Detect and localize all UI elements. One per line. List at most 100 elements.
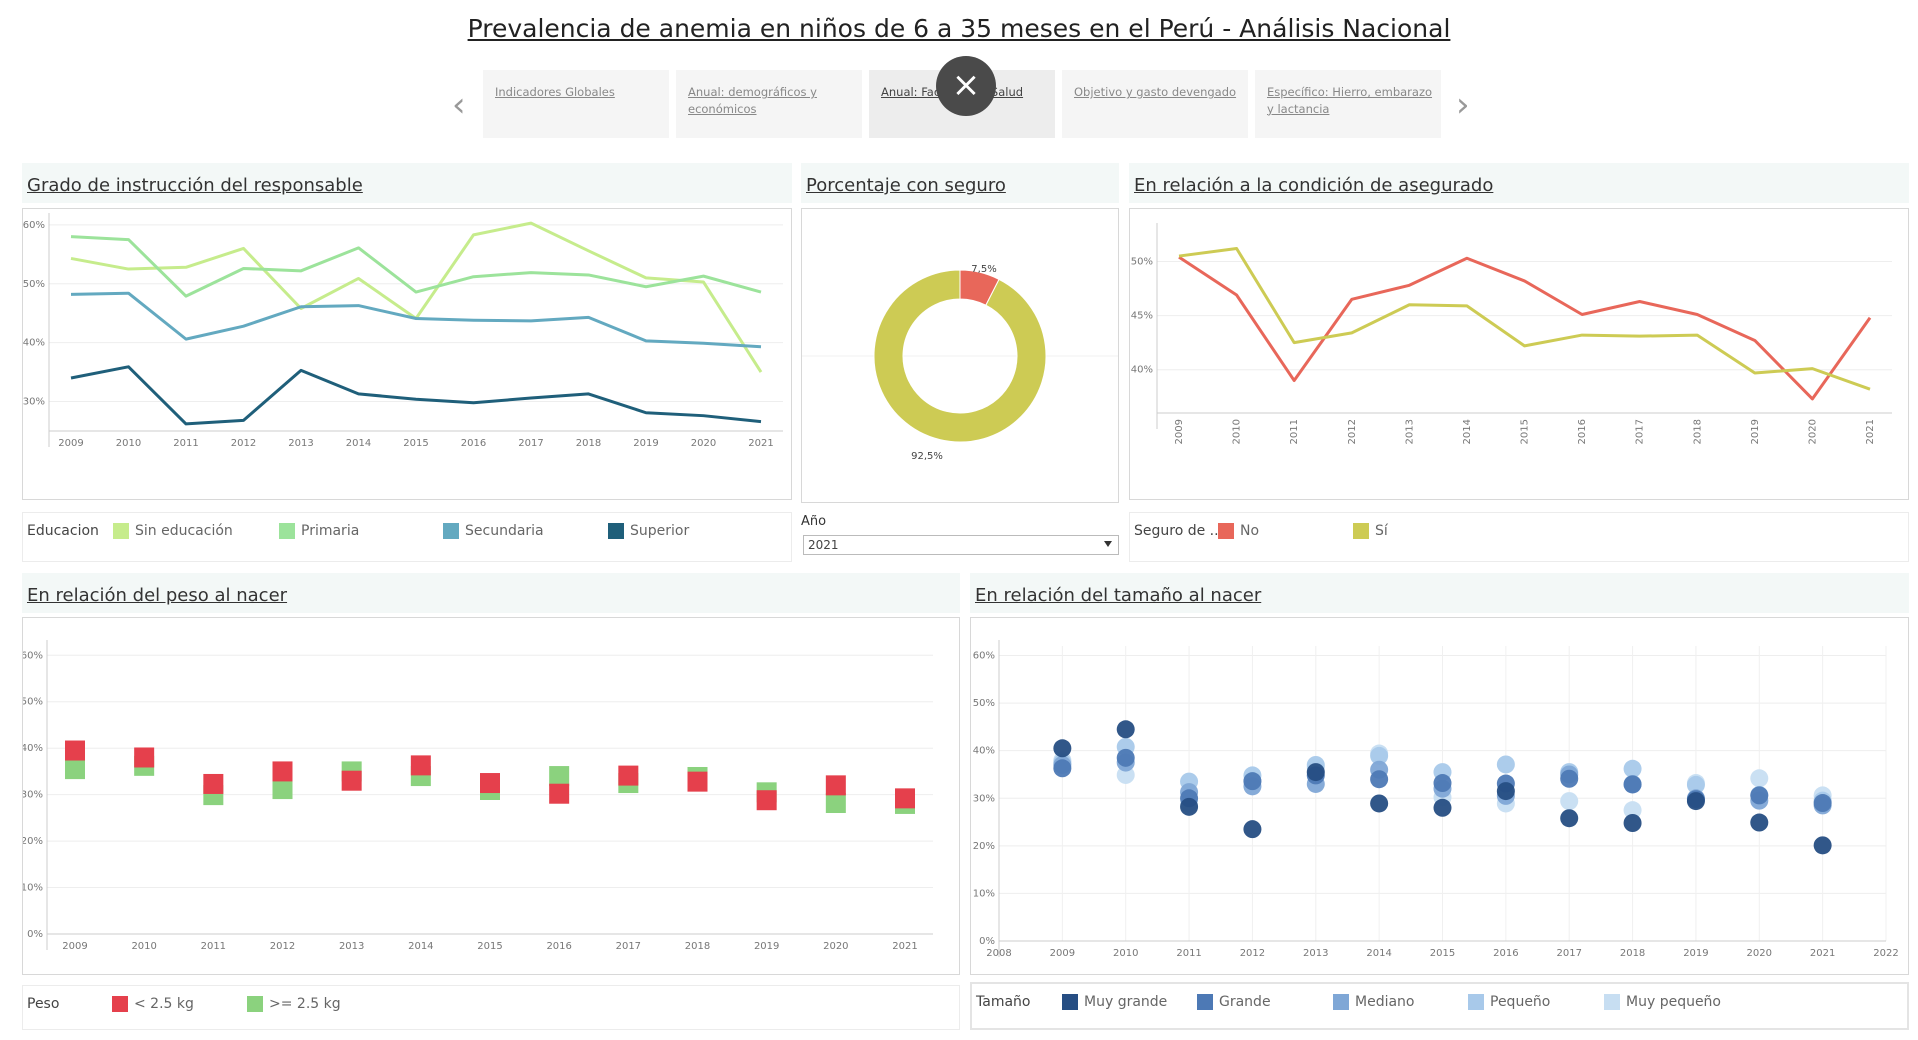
legend-item-primaria[interactable]: Primaria xyxy=(279,523,359,539)
x-tick-label: 2010 xyxy=(131,941,156,952)
point-muy-grande-2011 xyxy=(1180,797,1199,816)
x-tick-label: 2011 xyxy=(1176,948,1201,959)
y-tick-label: 0% xyxy=(27,929,43,940)
series-line-no xyxy=(1178,255,1872,401)
series-line-primaria xyxy=(70,235,762,298)
point-muy-grande-2020 xyxy=(1750,813,1769,832)
point-muy-grande-2019 xyxy=(1686,792,1705,811)
point-grande-2010 xyxy=(1116,748,1135,767)
x-tick-label: 2016 xyxy=(546,941,571,952)
chart-educacion: 30% 40% 50% 60% 2009 2010 2011 2012 2013 2014 2015… xyxy=(23,213,783,449)
x-tick-label: 2018 xyxy=(1692,419,1703,444)
x-tick-label: 2017 xyxy=(1635,419,1646,444)
x-tick-label: 2021 xyxy=(892,941,917,952)
chart-frame-educacion: 30% 40% 50% 60% 2009 2010 2011 2012 2013 2014 2015… xyxy=(22,208,792,500)
x-tick-label: 2021 xyxy=(1810,948,1835,959)
x-tick-label: 2016 xyxy=(461,438,486,449)
legend-item-muy-pequeno[interactable]: Muy pequeño xyxy=(1604,994,1721,1010)
legend-item-pequeno[interactable]: Pequeño xyxy=(1468,994,1550,1010)
marker-bajo-2020 xyxy=(825,775,846,796)
x-tick-label: 2014 xyxy=(408,941,433,952)
close-button[interactable]: × xyxy=(936,56,996,116)
x-tick-label: 2019 xyxy=(633,438,658,449)
point-grande-2020 xyxy=(1750,786,1769,805)
x-tick-label: 2010 xyxy=(1232,419,1243,444)
x-tick-label: 2014 xyxy=(1462,419,1473,444)
panel-title-asegurado: En relación a la condición de asegurado xyxy=(1129,163,1909,203)
legend-swatch xyxy=(247,996,263,1012)
legend-item-secundaria[interactable]: Secundaria xyxy=(443,523,544,539)
marker-bajo-2010 xyxy=(134,747,155,768)
x-tick-label: 2019 xyxy=(1683,948,1708,959)
marker-normal-2012 xyxy=(272,779,293,800)
tab-indicadores-globales[interactable]: Indicadores Globales xyxy=(483,70,669,138)
marker-normal-2009 xyxy=(65,759,85,780)
legend-educacion: Educacion Sin educación Primaria Secunda… xyxy=(22,512,792,562)
x-tick-label: 2009 xyxy=(1050,948,1075,959)
x-tick-label: 2017 xyxy=(616,941,641,952)
x-tick-label: 2015 xyxy=(403,438,428,449)
tab-demograficos[interactable]: Anual: demográficos y económicos xyxy=(676,70,862,138)
x-tick-label: 2020 xyxy=(1807,419,1818,444)
x-tick-label: 2009 xyxy=(1174,419,1185,444)
year-select[interactable]: 2021 xyxy=(803,535,1119,555)
point-muy-peque-o-2020 xyxy=(1750,769,1769,788)
y-tick-label: 50% xyxy=(23,279,45,290)
legend-item-mediano[interactable]: Mediano xyxy=(1333,994,1415,1010)
point-grande-2014 xyxy=(1370,770,1389,789)
panel-title-tamano: En relación del tamaño al nacer xyxy=(970,573,1909,613)
legend-item-muy-grande[interactable]: Muy grande xyxy=(1062,994,1167,1010)
point-grande-2015 xyxy=(1433,774,1452,793)
panel-title-peso-text: En relación del peso al nacer xyxy=(27,585,288,606)
y-tick-label: 50% xyxy=(23,697,43,708)
x-tick-label: 2013 xyxy=(288,438,313,449)
tab-hierro-embarazo[interactable]: Específico: Hierro, embarazo y lactancia xyxy=(1255,70,1441,138)
filter-label: Año xyxy=(801,514,827,529)
x-tick-label: 2020 xyxy=(691,438,716,449)
x-tick-label: 2020 xyxy=(823,941,848,952)
chevron-down-icon[interactable] xyxy=(1104,541,1112,547)
chart-frame-seguro: 7,5% 92,5% xyxy=(801,208,1119,503)
donut-slice-s- xyxy=(873,269,1047,443)
legend-item-grande[interactable]: Grande xyxy=(1197,994,1271,1010)
tab-objetivo-gasto[interactable]: Objetivo y gasto devengado xyxy=(1062,70,1248,138)
series-line-s- xyxy=(1178,246,1871,391)
legend-item-bajo-peso[interactable]: < 2.5 kg xyxy=(112,996,194,1012)
legend-peso: Peso < 2.5 kg >= 2.5 kg xyxy=(22,985,960,1030)
y-tick-label: 50% xyxy=(973,698,995,709)
marker-bajo-2016 xyxy=(549,783,570,804)
y-tick-label: 10% xyxy=(973,888,995,899)
slice-label-no: 7,5% xyxy=(971,264,996,275)
x-tick-label: 2012 xyxy=(1240,948,1265,959)
legend-item-sin-educacion[interactable]: Sin educación xyxy=(113,523,233,539)
legend-label: Muy grande xyxy=(1084,994,1168,1010)
legend-swatch xyxy=(279,523,295,539)
legend-label: Superior xyxy=(630,523,690,539)
legend-title: Seguro de ... xyxy=(1134,523,1224,539)
marker-normal-2020 xyxy=(825,793,846,814)
legend-swatch xyxy=(1218,523,1234,539)
point-peque-o-2018 xyxy=(1623,759,1642,778)
chart-frame-asegurado: 40% 45% 50% 2009 2010 2011 2012 2013 2014 2015 201… xyxy=(1129,208,1909,500)
x-tick-label: 2015 xyxy=(1520,419,1531,444)
x-tick-label: 2016 xyxy=(1493,948,1518,959)
x-tick-label: 2014 xyxy=(346,438,371,449)
prev-arrow-icon[interactable]: ‹ xyxy=(452,85,466,125)
legend-item-no[interactable]: No xyxy=(1218,523,1259,539)
legend-swatch xyxy=(1468,994,1484,1010)
panel-title-seguro: Porcentaje con seguro xyxy=(801,163,1119,203)
x-tick-label: 2014 xyxy=(1366,948,1391,959)
legend-item-si[interactable]: Sí xyxy=(1353,523,1388,539)
point-muy-grande-2017 xyxy=(1560,809,1579,828)
legend-item-superior[interactable]: Superior xyxy=(608,523,689,539)
point-grande-2018 xyxy=(1623,775,1642,794)
legend-seguro: Seguro de ... No Sí xyxy=(1129,512,1909,562)
legend-item-peso-normal[interactable]: >= 2.5 kg xyxy=(247,996,341,1012)
point-muy-grande-2013 xyxy=(1306,763,1325,782)
x-tick-label: 2013 xyxy=(1404,419,1415,444)
y-tick-label: 60% xyxy=(973,651,995,662)
legend-label: Sí xyxy=(1375,523,1388,539)
next-arrow-icon[interactable]: › xyxy=(1456,85,1470,125)
marker-normal-2016 xyxy=(549,766,570,787)
marker-bajo-2014 xyxy=(410,755,431,776)
